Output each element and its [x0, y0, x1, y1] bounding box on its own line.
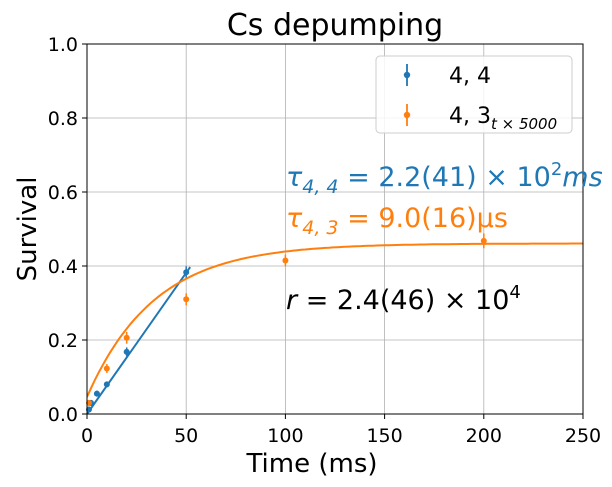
annotation-subscript: 4, 4	[302, 176, 338, 198]
series-layer	[85, 233, 583, 414]
y-tick-label: 0.6	[48, 182, 78, 204]
data-point	[93, 390, 100, 397]
x-tick-label: 200	[466, 425, 502, 447]
annotation-unit: ms	[562, 162, 602, 193]
annotation-body: = 2.2(41) × 10	[339, 162, 551, 193]
series-points-1	[85, 233, 487, 406]
x-tick-label: 100	[267, 425, 303, 447]
x-tick-label: 50	[174, 425, 198, 447]
y-tick-label: 0.8	[48, 108, 78, 130]
ticks: 0 50 100 150 200 250 0.0 0.2 0.4 0.6 0.8 1.0	[48, 34, 601, 447]
x-tick-label: 150	[366, 425, 402, 447]
plot-frame	[86, 43, 584, 415]
fit-line	[87, 242, 583, 398]
annotation-tau43: τ4, 3 = 9.0(16)μs	[286, 203, 508, 239]
annotation-symbol: τ	[286, 162, 303, 193]
data-point	[183, 269, 190, 276]
y-tick-label: 1.0	[48, 34, 78, 56]
data-point	[123, 334, 130, 341]
chart-title: Cs depumping	[227, 8, 443, 43]
data-point	[183, 296, 190, 303]
data-point	[480, 237, 487, 244]
data-point	[282, 257, 289, 264]
data-point	[103, 381, 110, 388]
annotation-body: = 2.4(46) × 10	[297, 285, 509, 316]
legend-label: 4, 3t × 5000	[449, 104, 557, 133]
annotation-ratio: r = 2.4(46) × 104	[286, 282, 521, 316]
y-tick-label: 0.0	[48, 404, 78, 426]
annotation-superscript: 4	[509, 282, 520, 303]
annotation-body: = 9.0(16)μs	[339, 203, 508, 234]
y-tick-label: 0.4	[48, 256, 78, 278]
legend: 4, 4 4, 3t × 5000	[375, 55, 573, 134]
legend-point-marker	[403, 71, 411, 79]
x-tick-label: 0	[81, 425, 93, 447]
legend-point-marker	[403, 111, 411, 119]
series-0	[87, 266, 192, 414]
x-tick-label: 250	[565, 425, 601, 447]
annotation-symbol: r	[286, 285, 299, 316]
data-point	[103, 365, 110, 372]
legend-label-subscript: t × 5000	[491, 115, 557, 133]
legend-label-text: 4, 3	[449, 104, 491, 129]
series-1	[87, 242, 583, 398]
legend-box	[375, 55, 573, 134]
annotation-symbol: τ	[286, 203, 303, 234]
annotation-tau44: τ4, 4 = 2.2(41) × 102ms	[286, 159, 603, 198]
legend-label: 4, 4	[449, 64, 491, 89]
fit-line	[87, 266, 192, 414]
legend-label-text: 4, 4	[449, 64, 491, 89]
y-tick-label: 0.2	[48, 330, 78, 352]
annotation-subscript: 4, 3	[302, 217, 338, 239]
annotation-superscript: 2	[551, 159, 562, 180]
x-axis-label: Time (ms)	[245, 449, 377, 479]
data-point	[123, 348, 130, 355]
y-axis-label: Survival	[13, 177, 43, 282]
